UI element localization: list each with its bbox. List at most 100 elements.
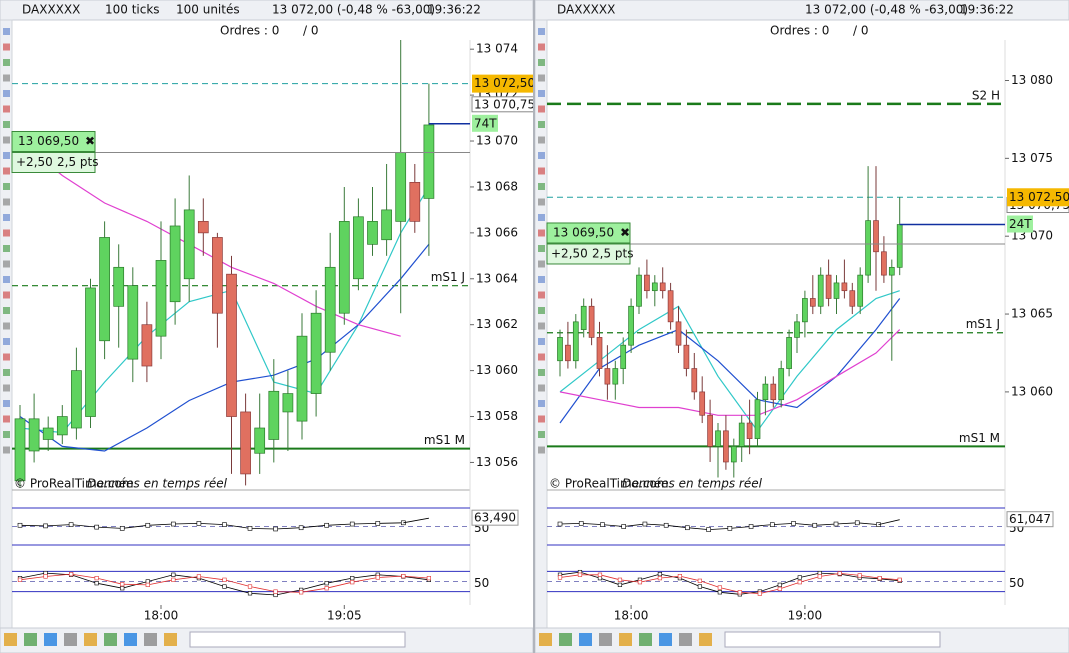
x-tick-label: 19:05 xyxy=(327,609,362,623)
candle-body xyxy=(212,237,223,314)
tool-icon[interactable] xyxy=(538,260,545,268)
tool-icon[interactable] xyxy=(3,59,10,66)
candle-body xyxy=(667,290,674,323)
toolbar-units[interactable]: 100 unités xyxy=(176,3,240,17)
toolbar-symbol[interactable]: DAXXXXX xyxy=(557,3,615,17)
tool-icon[interactable] xyxy=(538,446,545,454)
osc-point xyxy=(857,573,862,578)
bottom-icon[interactable] xyxy=(599,633,612,646)
tool-icon[interactable] xyxy=(3,446,10,454)
tool-icon[interactable] xyxy=(538,431,545,438)
bottom-icon[interactable] xyxy=(44,633,57,646)
bottom-icon[interactable] xyxy=(144,633,157,646)
tool-icon[interactable] xyxy=(3,183,10,190)
tool-icon[interactable] xyxy=(538,90,545,97)
osc-point xyxy=(222,522,227,527)
candle-body xyxy=(310,312,322,394)
tool-icon[interactable] xyxy=(3,384,10,392)
tool-icon[interactable] xyxy=(538,183,545,190)
tool-icon[interactable] xyxy=(538,121,545,128)
tool-icon[interactable] xyxy=(3,90,10,97)
bottom-icon[interactable] xyxy=(64,633,77,646)
tool-icon[interactable] xyxy=(3,353,10,361)
tool-icon[interactable] xyxy=(3,400,10,407)
last-price-tag xyxy=(472,74,536,93)
order-cancel[interactable]: ✖ xyxy=(620,225,630,239)
tool-icon[interactable] xyxy=(3,338,10,345)
bottom-icon[interactable] xyxy=(659,633,672,646)
tool-icon[interactable] xyxy=(3,214,10,221)
tool-icon[interactable] xyxy=(3,322,10,330)
tool-icon[interactable] xyxy=(3,260,10,268)
tool-icon[interactable] xyxy=(3,43,10,51)
order-box[interactable] xyxy=(546,222,631,244)
tool-icon[interactable] xyxy=(3,136,10,144)
order-cancel[interactable]: ✖ xyxy=(85,134,95,148)
realtime: Données en temps réel xyxy=(622,477,763,491)
toolbar-symbol[interactable]: DAXXXXX xyxy=(22,3,80,17)
tool-icon[interactable] xyxy=(3,28,10,35)
bottom-icon[interactable] xyxy=(539,633,552,646)
tool-icon[interactable] xyxy=(3,198,10,206)
tool-icon[interactable] xyxy=(538,152,545,159)
osc-point xyxy=(642,521,648,527)
tool-icon[interactable] xyxy=(3,167,10,175)
tool-icon[interactable] xyxy=(538,136,545,144)
tool-icon[interactable] xyxy=(538,74,545,82)
bottom-icon[interactable] xyxy=(579,633,592,646)
tool-icon[interactable] xyxy=(538,229,545,237)
tool-icon[interactable] xyxy=(3,431,10,438)
tool-icon[interactable] xyxy=(538,59,545,66)
y-tick-label: 13 060 xyxy=(1011,384,1053,398)
bottom-icon[interactable] xyxy=(24,633,37,646)
bottom-icon[interactable] xyxy=(559,633,572,646)
tool-icon[interactable] xyxy=(538,198,545,206)
tool-icon[interactable] xyxy=(538,245,545,252)
tool-icon[interactable] xyxy=(3,74,10,82)
tool-icon[interactable] xyxy=(538,353,545,361)
order-box[interactable] xyxy=(11,131,96,152)
tool-icon[interactable] xyxy=(3,276,10,283)
tool-icon[interactable] xyxy=(538,338,545,345)
toolbar-ticks[interactable]: 100 ticks xyxy=(105,3,160,17)
osc-point xyxy=(777,586,782,591)
tool-icon[interactable] xyxy=(3,105,10,113)
bottom-icon[interactable] xyxy=(619,633,632,646)
tool-icon[interactable] xyxy=(3,307,10,314)
tool-icon[interactable] xyxy=(3,121,10,128)
tool-icon[interactable] xyxy=(538,415,545,423)
tool-icon[interactable] xyxy=(538,384,545,392)
osc-point xyxy=(817,574,822,579)
tool-icon[interactable] xyxy=(538,400,545,407)
bottom-icon[interactable] xyxy=(124,633,137,646)
tool-icon[interactable] xyxy=(538,369,545,376)
bottom-icon[interactable] xyxy=(104,633,117,646)
candle-body xyxy=(896,224,903,268)
tool-icon[interactable] xyxy=(3,291,10,299)
scrollbar[interactable] xyxy=(724,631,941,648)
tool-icon[interactable] xyxy=(3,415,10,423)
order-price: 13 069,50 xyxy=(18,134,79,148)
tool-icon[interactable] xyxy=(538,43,545,51)
tool-icon[interactable] xyxy=(538,322,545,330)
bottom-icon[interactable] xyxy=(84,633,97,646)
tool-icon[interactable] xyxy=(538,105,545,113)
bottom-icon[interactable] xyxy=(639,633,652,646)
tool-icon[interactable] xyxy=(538,214,545,221)
bottom-icon[interactable] xyxy=(4,633,17,646)
candle-body xyxy=(612,368,619,385)
tool-icon[interactable] xyxy=(3,245,10,252)
tool-icon[interactable] xyxy=(538,291,545,299)
scrollbar[interactable] xyxy=(189,631,406,648)
tool-icon[interactable] xyxy=(3,229,10,237)
bottom-icon[interactable] xyxy=(679,633,692,646)
tool-icon[interactable] xyxy=(538,276,545,283)
tool-icon[interactable] xyxy=(538,28,545,35)
tool-icon[interactable] xyxy=(3,369,10,376)
candle-body xyxy=(762,383,769,401)
tool-icon[interactable] xyxy=(538,167,545,175)
bottom-icon[interactable] xyxy=(164,633,177,646)
tool-icon[interactable] xyxy=(538,307,545,314)
bottom-icon[interactable] xyxy=(699,633,712,646)
tool-icon[interactable] xyxy=(3,152,10,159)
